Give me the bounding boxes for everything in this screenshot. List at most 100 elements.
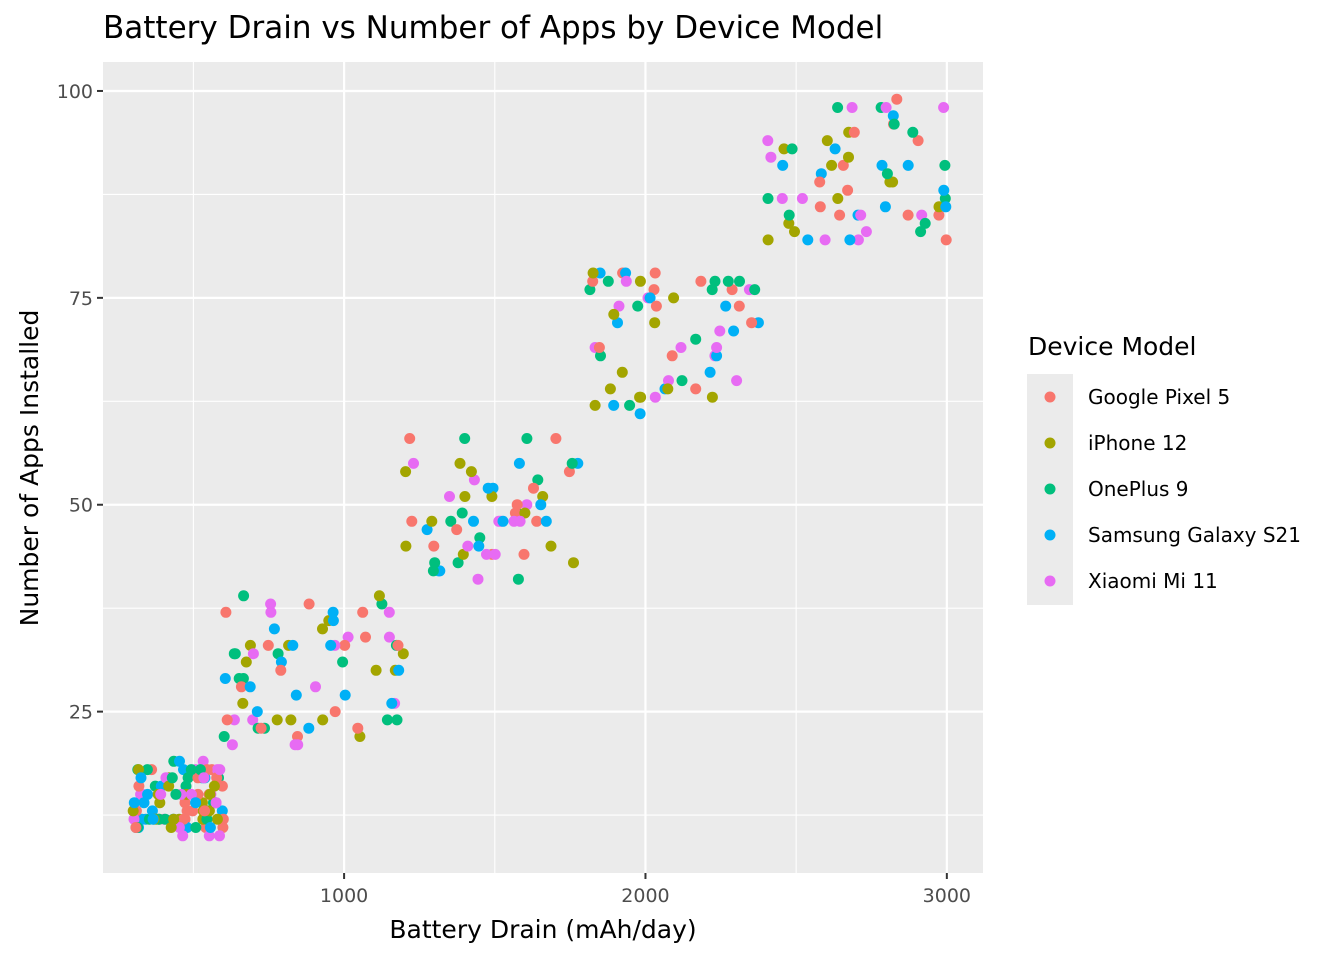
point-samsung-galaxy-s21 xyxy=(303,722,315,734)
point-samsung-galaxy-s21 xyxy=(216,805,228,817)
point-google-pixel-5 xyxy=(262,639,274,651)
legend-item-xiaomi-mi-11: Xiaomi Mi 11 xyxy=(1044,569,1218,593)
legend-item-oneplus-9: OnePlus 9 xyxy=(1044,477,1189,501)
point-samsung-galaxy-s21 xyxy=(128,797,140,809)
point-oneplus-9 xyxy=(690,333,702,345)
point-google-pixel-5 xyxy=(357,606,369,618)
point-google-pixel-5 xyxy=(891,93,903,105)
point-google-pixel-5 xyxy=(451,524,463,536)
point-iphone-12 xyxy=(168,813,180,825)
data-points xyxy=(127,93,952,842)
point-google-pixel-5 xyxy=(690,383,702,395)
point-google-pixel-5 xyxy=(695,275,707,287)
point-google-pixel-5 xyxy=(531,515,543,527)
point-google-pixel-5 xyxy=(303,598,315,610)
point-iphone-12 xyxy=(634,391,646,403)
point-oneplus-9 xyxy=(459,433,471,444)
point-oneplus-9 xyxy=(445,515,457,527)
point-xiaomi-mi-11 xyxy=(203,830,215,842)
point-oneplus-9 xyxy=(602,275,614,287)
point-samsung-galaxy-s21 xyxy=(876,159,888,171)
point-samsung-galaxy-s21 xyxy=(178,764,189,776)
point-oneplus-9 xyxy=(272,648,284,660)
point-oneplus-9 xyxy=(706,284,718,296)
point-samsung-galaxy-s21 xyxy=(535,499,547,511)
point-google-pixel-5 xyxy=(650,300,662,312)
point-samsung-galaxy-s21 xyxy=(146,805,158,817)
y-tick-label-25: 25 xyxy=(69,702,93,724)
legend-label-samsung-galaxy-s21: Samsung Galaxy S21 xyxy=(1088,523,1301,547)
point-google-pixel-5 xyxy=(275,664,287,676)
point-google-pixel-5 xyxy=(199,805,211,817)
point-google-pixel-5 xyxy=(550,433,562,444)
point-samsung-galaxy-s21 xyxy=(325,639,337,651)
point-iphone-12 xyxy=(762,234,774,246)
point-google-pixel-5 xyxy=(593,342,605,353)
point-google-pixel-5 xyxy=(235,681,247,693)
point-iphone-12 xyxy=(208,780,220,792)
point-oneplus-9 xyxy=(141,764,153,776)
point-samsung-galaxy-s21 xyxy=(644,292,656,304)
point-iphone-12 xyxy=(244,639,256,651)
point-xiaomi-mi-11 xyxy=(714,325,726,337)
point-iphone-12 xyxy=(154,797,166,809)
point-iphone-12 xyxy=(211,813,223,825)
point-xiaomi-mi-11 xyxy=(649,391,661,403)
point-iphone-12 xyxy=(778,143,790,155)
point-samsung-galaxy-s21 xyxy=(540,515,552,527)
point-samsung-galaxy-s21 xyxy=(704,366,716,378)
legend-title: Device Model xyxy=(1028,332,1197,361)
legend-item-iphone-12: iPhone 12 xyxy=(1044,431,1187,455)
legend-key-google-pixel-5 xyxy=(1044,391,1056,403)
x-tick-label-2000: 2000 xyxy=(621,885,669,907)
point-google-pixel-5 xyxy=(329,706,341,718)
point-xiaomi-mi-11 xyxy=(819,234,831,246)
point-google-pixel-5 xyxy=(726,284,738,296)
point-oneplus-9 xyxy=(474,532,486,544)
point-oneplus-9 xyxy=(762,193,774,204)
point-google-pixel-5 xyxy=(352,722,364,734)
point-oneplus-9 xyxy=(159,813,171,825)
point-google-pixel-5 xyxy=(130,822,142,833)
x-tick-label-1000: 1000 xyxy=(320,885,368,907)
legend-item-samsung-galaxy-s21: Samsung Galaxy S21 xyxy=(1044,523,1301,547)
point-samsung-galaxy-s21 xyxy=(268,623,280,635)
point-samsung-galaxy-s21 xyxy=(421,524,433,536)
point-iphone-12 xyxy=(426,515,438,527)
legend-key-samsung-galaxy-s21 xyxy=(1044,529,1056,541)
point-samsung-galaxy-s21 xyxy=(204,822,216,833)
point-xiaomi-mi-11 xyxy=(214,764,226,776)
point-oneplus-9 xyxy=(676,375,688,387)
point-xiaomi-mi-11 xyxy=(289,739,301,751)
point-google-pixel-5 xyxy=(339,639,351,651)
point-iphone-12 xyxy=(240,656,252,668)
point-oneplus-9 xyxy=(939,159,951,171)
point-oneplus-9 xyxy=(185,764,197,776)
point-iphone-12 xyxy=(616,366,628,378)
point-oneplus-9 xyxy=(632,300,644,312)
point-oneplus-9 xyxy=(180,780,192,792)
point-google-pixel-5 xyxy=(511,499,523,511)
point-xiaomi-mi-11 xyxy=(776,193,788,204)
point-xiaomi-mi-11 xyxy=(155,788,167,800)
point-oneplus-9 xyxy=(888,118,900,130)
point-google-pixel-5 xyxy=(649,267,661,279)
point-xiaomi-mi-11 xyxy=(197,755,209,767)
point-samsung-galaxy-s21 xyxy=(147,813,159,825)
point-xiaomi-mi-11 xyxy=(265,606,277,618)
point-google-pixel-5 xyxy=(837,159,849,171)
point-google-pixel-5 xyxy=(902,209,914,221)
point-iphone-12 xyxy=(373,590,385,602)
point-xiaomi-mi-11 xyxy=(128,813,140,825)
point-iphone-12 xyxy=(204,788,216,800)
point-xiaomi-mi-11 xyxy=(796,193,808,204)
point-samsung-galaxy-s21 xyxy=(135,772,147,784)
point-samsung-galaxy-s21 xyxy=(138,797,150,809)
point-samsung-galaxy-s21 xyxy=(290,689,302,701)
point-oneplus-9 xyxy=(783,209,795,221)
point-samsung-galaxy-s21 xyxy=(634,408,646,420)
point-oneplus-9 xyxy=(170,788,182,800)
point-iphone-12 xyxy=(789,226,800,238)
point-google-pixel-5 xyxy=(404,433,416,444)
